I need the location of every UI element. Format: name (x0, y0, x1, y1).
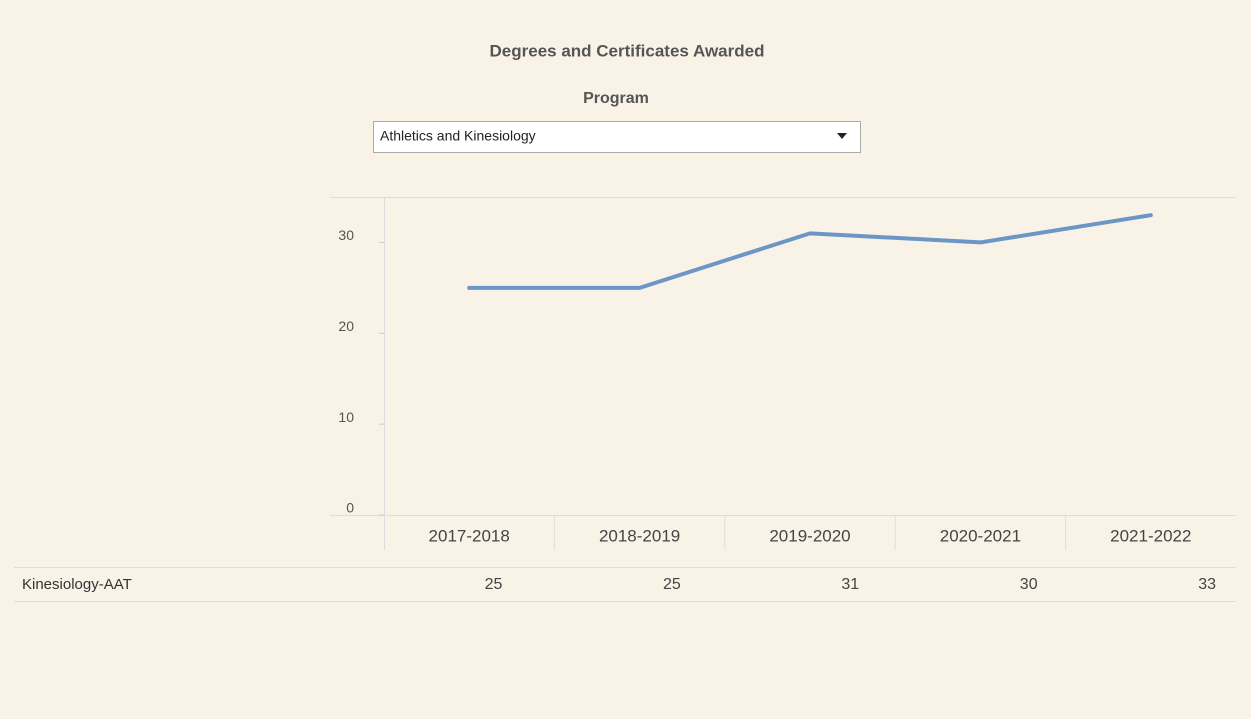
dropdown[interactable]: Athletics and Kinesiology (373, 121, 861, 153)
x-tick-label: 2019-2020 (769, 526, 850, 545)
x-tick-label: 2021-2022 (1110, 526, 1191, 545)
x-tick-label: 2018-2019 (599, 526, 680, 545)
dropdown-box[interactable] (373, 121, 861, 153)
y-tick-label: 20 (338, 318, 354, 334)
row-value: 25 (485, 576, 503, 593)
y-tick-label: 10 (338, 409, 354, 425)
filter-label: Program (583, 90, 649, 107)
row-value: 25 (663, 576, 681, 593)
y-tick-label: 0 (346, 500, 354, 516)
x-tick-label: 2017-2018 (429, 526, 510, 545)
row-value: 33 (1198, 576, 1216, 593)
dropdown-arrow[interactable] (837, 133, 847, 139)
y-tick-label: 30 (338, 227, 354, 243)
x-tick-label: 2020-2021 (940, 526, 1021, 545)
dropdown-value[interactable]: Athletics and Kinesiology (380, 128, 536, 144)
row-value: 30 (1020, 576, 1038, 593)
row-label: Kinesiology-AAT (22, 576, 132, 593)
row-value: 31 (841, 576, 859, 593)
series-line (467, 213, 1153, 290)
chart-title: Degrees and Certificates Awarded (490, 41, 765, 60)
